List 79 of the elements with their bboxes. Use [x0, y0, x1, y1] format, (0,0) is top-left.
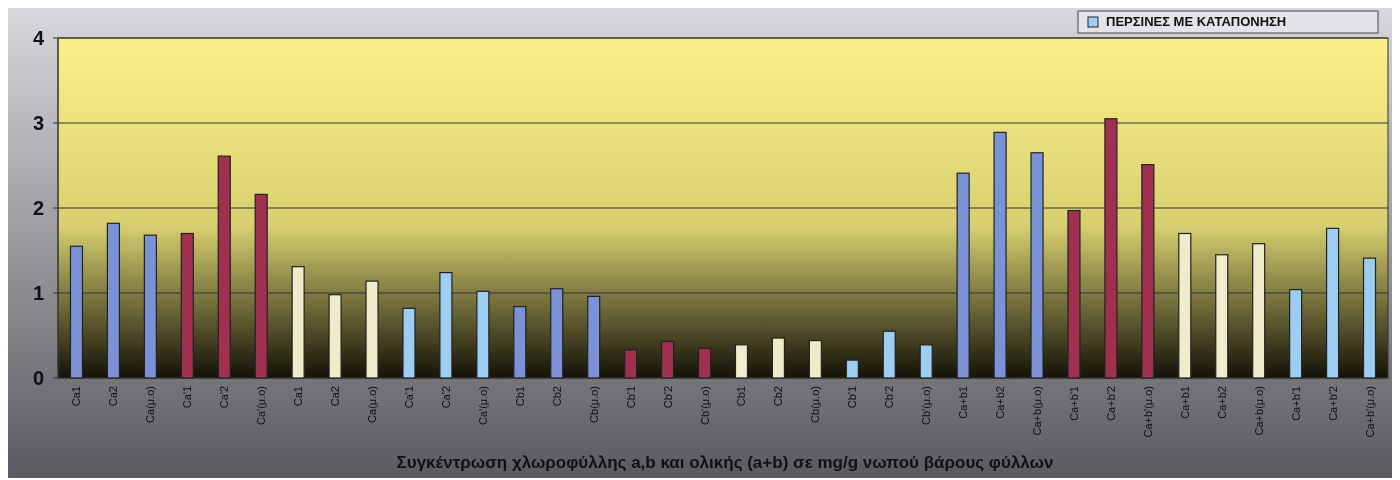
bar: [1289, 289, 1303, 379]
x-tick-label: Cb'(μ.ο): [920, 386, 933, 425]
bar: [365, 280, 379, 379]
bar: [550, 288, 564, 379]
bar: [513, 306, 527, 379]
bar: [106, 222, 121, 379]
y-tick-label: 4: [32, 27, 45, 49]
x-tick-label: Ca+b'2: [1326, 386, 1339, 421]
legend-label: ΠΕΡΣΙΝΕΣ ΜΕ ΚΑΤΑΠΟΝΗΣΗ: [1106, 14, 1287, 29]
x-tick-label: Cb'2: [883, 386, 896, 409]
x-tick-label: Cb1: [513, 386, 526, 407]
x-tick-label: Ca+b2: [994, 386, 1007, 419]
x-tick-label: Ca1: [70, 386, 83, 407]
x-tick-label: Ca+b(μ.ο): [1252, 386, 1265, 436]
y-tick-label: 0: [32, 367, 44, 389]
bar: [697, 347, 712, 379]
x-tick-label: Ca'(μ.ο): [476, 386, 489, 425]
x-tick-label: Ca+b'2: [1104, 386, 1117, 421]
bar: [771, 337, 786, 379]
x-tick-label: Ca'(μ.ο): [255, 386, 268, 425]
bar: [476, 290, 490, 379]
x-tick-label: Ca(μ.ο): [366, 386, 379, 423]
bar: [180, 232, 194, 379]
bar: [845, 359, 859, 379]
x-tick-label: Ca+b'1: [1067, 386, 1080, 421]
bar: [1104, 118, 1118, 379]
bar: [1141, 164, 1155, 379]
bar: [882, 330, 896, 379]
bar: [402, 307, 416, 379]
x-axis-title: Συγκέντρωση χλωροφύλλης a,b και ολικής (a+b) σε mg/g νωπού βάρους φύλλων: [396, 453, 1054, 472]
bar: [1178, 232, 1192, 379]
x-tick-label: Ca'2: [218, 386, 231, 409]
x-tick-label: Cb(μ.ο): [587, 386, 600, 423]
x-tick-label: Ca+b2: [1215, 386, 1228, 419]
bar: [1252, 243, 1266, 379]
x-tick-label: Ca+b(μ.ο): [1031, 386, 1044, 436]
bar: [143, 234, 157, 379]
bar: [956, 172, 970, 379]
bar: [69, 245, 84, 379]
x-tick-label: Ca'2: [439, 386, 452, 409]
bar: [993, 131, 1007, 379]
x-tick-label: Cb(μ.ο): [809, 386, 822, 423]
bar: [328, 294, 342, 379]
x-tick-label: Cb'1: [624, 386, 637, 409]
bar: [217, 155, 231, 379]
x-tick-label: Ca+b'1: [1289, 386, 1302, 421]
x-tick-label: Ca2: [329, 386, 342, 407]
x-tick-label: Cb2: [772, 386, 785, 407]
x-tick-label: Cb'2: [661, 386, 674, 409]
x-tick-label: Ca+b'(μ.ο): [1141, 386, 1154, 438]
x-tick-label: Ca+b1: [957, 386, 970, 419]
bar: [1067, 209, 1081, 379]
bar: [439, 272, 453, 379]
x-tick-label: Ca'1: [181, 386, 194, 409]
x-tick-label: Ca+b'(μ.ο): [1363, 386, 1376, 438]
y-tick-label: 1: [32, 282, 44, 304]
x-tick-label: Ca'1: [402, 386, 415, 409]
bar: [1362, 257, 1377, 379]
x-tick-label: Cb2: [550, 386, 563, 407]
bar: [1215, 254, 1229, 379]
x-tick-label: Ca2: [107, 386, 120, 407]
y-tick-label: 3: [32, 112, 44, 134]
x-tick-label: Ca1: [292, 386, 305, 407]
x-tick-label: Ca(μ.ο): [144, 386, 157, 423]
y-tick-label: 2: [32, 197, 44, 219]
x-tick-label: Cb'(μ.ο): [698, 386, 711, 425]
bar: [254, 193, 268, 379]
bar: [660, 340, 675, 379]
bar: [1030, 152, 1044, 379]
bar: [1325, 227, 1340, 379]
bar: [587, 295, 601, 379]
x-tick-label: Cb1: [735, 386, 748, 407]
bar: [808, 340, 822, 379]
bar: [291, 266, 305, 379]
bar: [624, 349, 638, 379]
x-tick-label: Ca+b1: [1178, 386, 1191, 419]
x-tick-label: Cb'1: [846, 386, 859, 409]
bar: [734, 344, 749, 379]
bar: [919, 344, 933, 379]
